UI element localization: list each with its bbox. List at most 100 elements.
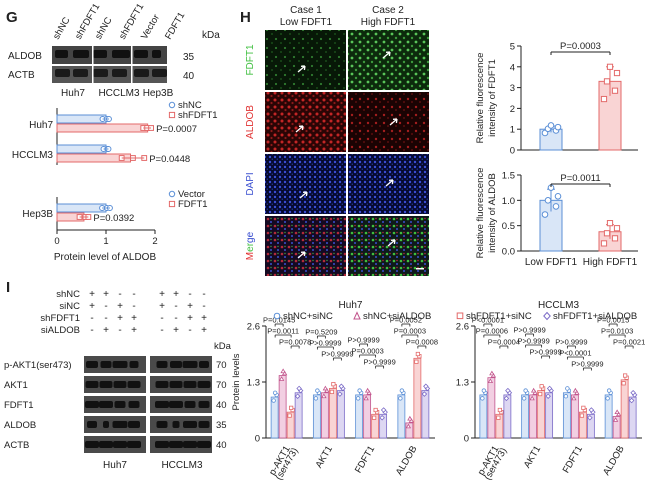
i-y-tick-label-0: 0 (255, 434, 260, 445)
blot-band-actb-4 (134, 69, 149, 77)
treatment-mark-3-1: + (103, 325, 109, 336)
column-sub-high-fdft1: High FDFT1 (361, 17, 416, 28)
i-point-3-3-0 (628, 397, 635, 404)
i-p-value-0-1: P=0.0011 (267, 327, 299, 336)
i-point-3-1-2 (407, 415, 413, 421)
blot-strip-right-3 (150, 416, 212, 433)
i-bar-2-0 (355, 394, 364, 439)
y-tick-label-4: 4 (510, 62, 515, 73)
kda-35: 35 (183, 52, 195, 63)
if-arrow-5 (385, 179, 394, 187)
lane-label-5: FDFT1 (163, 10, 187, 41)
i-p-value-1-1: P>0.9999 (309, 339, 341, 348)
i-bar-1-2 (537, 390, 546, 439)
blot-band-1-7 (197, 381, 211, 388)
i-bar-1-1 (320, 392, 329, 439)
i-category-label-3: ALDOB (601, 444, 627, 477)
blot-band-0-4 (156, 361, 168, 368)
category-label-hcclm3: HCCLM3 (12, 150, 54, 161)
panel-h: H Case 1 Low FDFT1 Case 2 High FDFT1 FDF… (238, 0, 650, 278)
if-arrow-2 (295, 125, 304, 133)
point-1-3 (613, 225, 621, 232)
i-bar-0-0 (270, 396, 279, 439)
i-point-3-2-2 (415, 351, 420, 357)
i-bar-1-0 (521, 394, 530, 439)
bar-shfdft1-huh7 (56, 123, 149, 133)
blot-band-actb-1 (73, 69, 88, 77)
i-bar-0-0 (479, 394, 488, 439)
legend-marker-vector (168, 190, 176, 198)
cell-line-hep3b: Hep3B (143, 88, 174, 99)
lane-label-0: shNC (51, 15, 72, 41)
treatment-mark-0-1: + (103, 289, 109, 300)
y-axis-label-line2: intensity of FDFT1 (487, 59, 498, 137)
i-bar-0-2 (286, 411, 295, 439)
blot-band-1-1 (99, 381, 113, 388)
treatment-mark-3-0: - (90, 325, 93, 336)
bar-vector-hep3b (56, 203, 107, 213)
point-1-0 (600, 95, 608, 103)
i-point-3-2-0 (414, 359, 419, 364)
blot-band-actb-5 (152, 69, 167, 77)
blot-band-4-1 (99, 441, 113, 448)
blot-band-3-0 (87, 421, 97, 428)
i-p-value-1-0: P>0.9999 (513, 326, 545, 335)
i-point-2-2-0 (579, 413, 584, 418)
blot-band-3-1 (103, 421, 109, 428)
blot-band-aldob-0 (55, 50, 68, 58)
i-point-0-0-0 (271, 398, 276, 403)
blot-band-2-7 (198, 401, 210, 408)
i-bar-2-1 (363, 394, 372, 439)
i-point-1-3-2 (338, 383, 345, 390)
column-header-case1: Case 1 (290, 5, 322, 16)
i-point-2-0-2 (357, 388, 362, 393)
i-point-0-1-0 (487, 378, 494, 384)
i-bar-3-0 (604, 394, 613, 439)
i-bar-3-0 (397, 394, 406, 439)
panel-i: I shNC + + - - + + - - siNC + - + - + - + - shFDFT1- - + + - - +… (0, 278, 650, 492)
blot-band-1-4 (155, 381, 169, 388)
i-point-0-1-1 (490, 372, 497, 378)
legend-label-vector: Vector (178, 189, 205, 200)
point-1-2 (603, 78, 611, 85)
blot-band-1-0 (85, 381, 99, 388)
blot-band-1-6 (183, 381, 197, 388)
if-arrow-3 (389, 118, 398, 126)
treatment-label-sinc: siNC (59, 301, 80, 312)
treatment-mark-0-0: + (89, 289, 95, 300)
panel-letter-g: G (6, 9, 18, 26)
i-point-3-2-0 (621, 381, 626, 386)
i-point-1-1-1 (324, 387, 330, 393)
p-value-huh7: P=0.0007 (156, 124, 197, 135)
row-label-dapi: DAPI (245, 172, 256, 195)
i-p-value-1-0: P=0.5209 (305, 328, 337, 337)
i-bar-0-3 (294, 392, 303, 439)
i-point-0-0-2 (272, 390, 278, 395)
y-axis-label-line2: intensity of ALDOB (487, 173, 498, 253)
treatment-mark-1-0: + (89, 301, 95, 312)
blot-band-4-7 (197, 441, 211, 448)
point-1-1 (611, 235, 619, 242)
blot-band-0-1 (100, 361, 112, 368)
point-0-0 (541, 211, 549, 218)
blot-band-2-0 (85, 401, 99, 408)
if-image-dapi-case1 (265, 154, 346, 214)
if-arrow-4 (299, 191, 308, 199)
i-y-tick-label-2.6: 2.6 (456, 322, 469, 333)
i-bar-1-3 (545, 392, 554, 439)
kda-label: kDa (202, 30, 220, 41)
y-tick-label-3: 3 (510, 83, 515, 94)
treatment-mark-1-4: + (159, 301, 165, 312)
blot-band-4-4 (155, 441, 169, 448)
i-point-1-0-0 (313, 396, 319, 401)
cell-line-huh7: Huh7 (61, 88, 85, 99)
i-point-0-3-2 (296, 385, 302, 392)
y-axis-label-line1: Relative fluorescence (475, 168, 486, 259)
lane-label-2: shNC (93, 15, 114, 41)
blot-band-3-2 (112, 421, 128, 428)
blot-band-0-6 (182, 361, 198, 368)
blot-band-3-5 (172, 421, 180, 428)
blot-band-0-7 (199, 361, 209, 368)
x-axis-label: Protein level of ALDOB (54, 252, 157, 263)
kda-40: 40 (183, 71, 195, 82)
